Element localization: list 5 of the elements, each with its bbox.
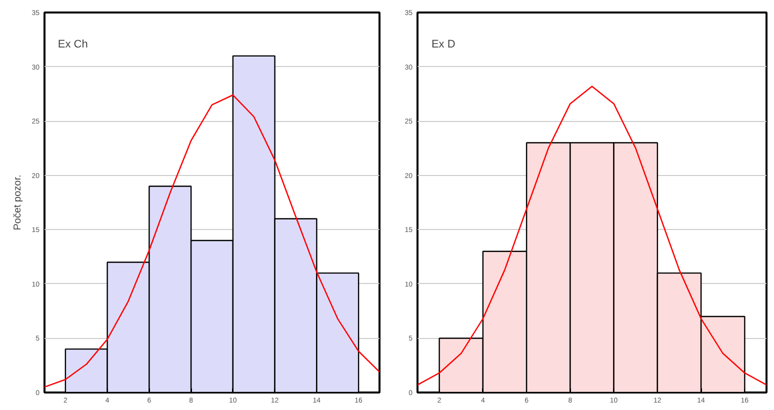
line-series (418, 86, 766, 386)
text: Ex Ch (58, 38, 88, 50)
y-axis-title: Počet pozor. (12, 174, 24, 230)
text: Ex D (431, 38, 456, 50)
line-series (44, 94, 380, 388)
